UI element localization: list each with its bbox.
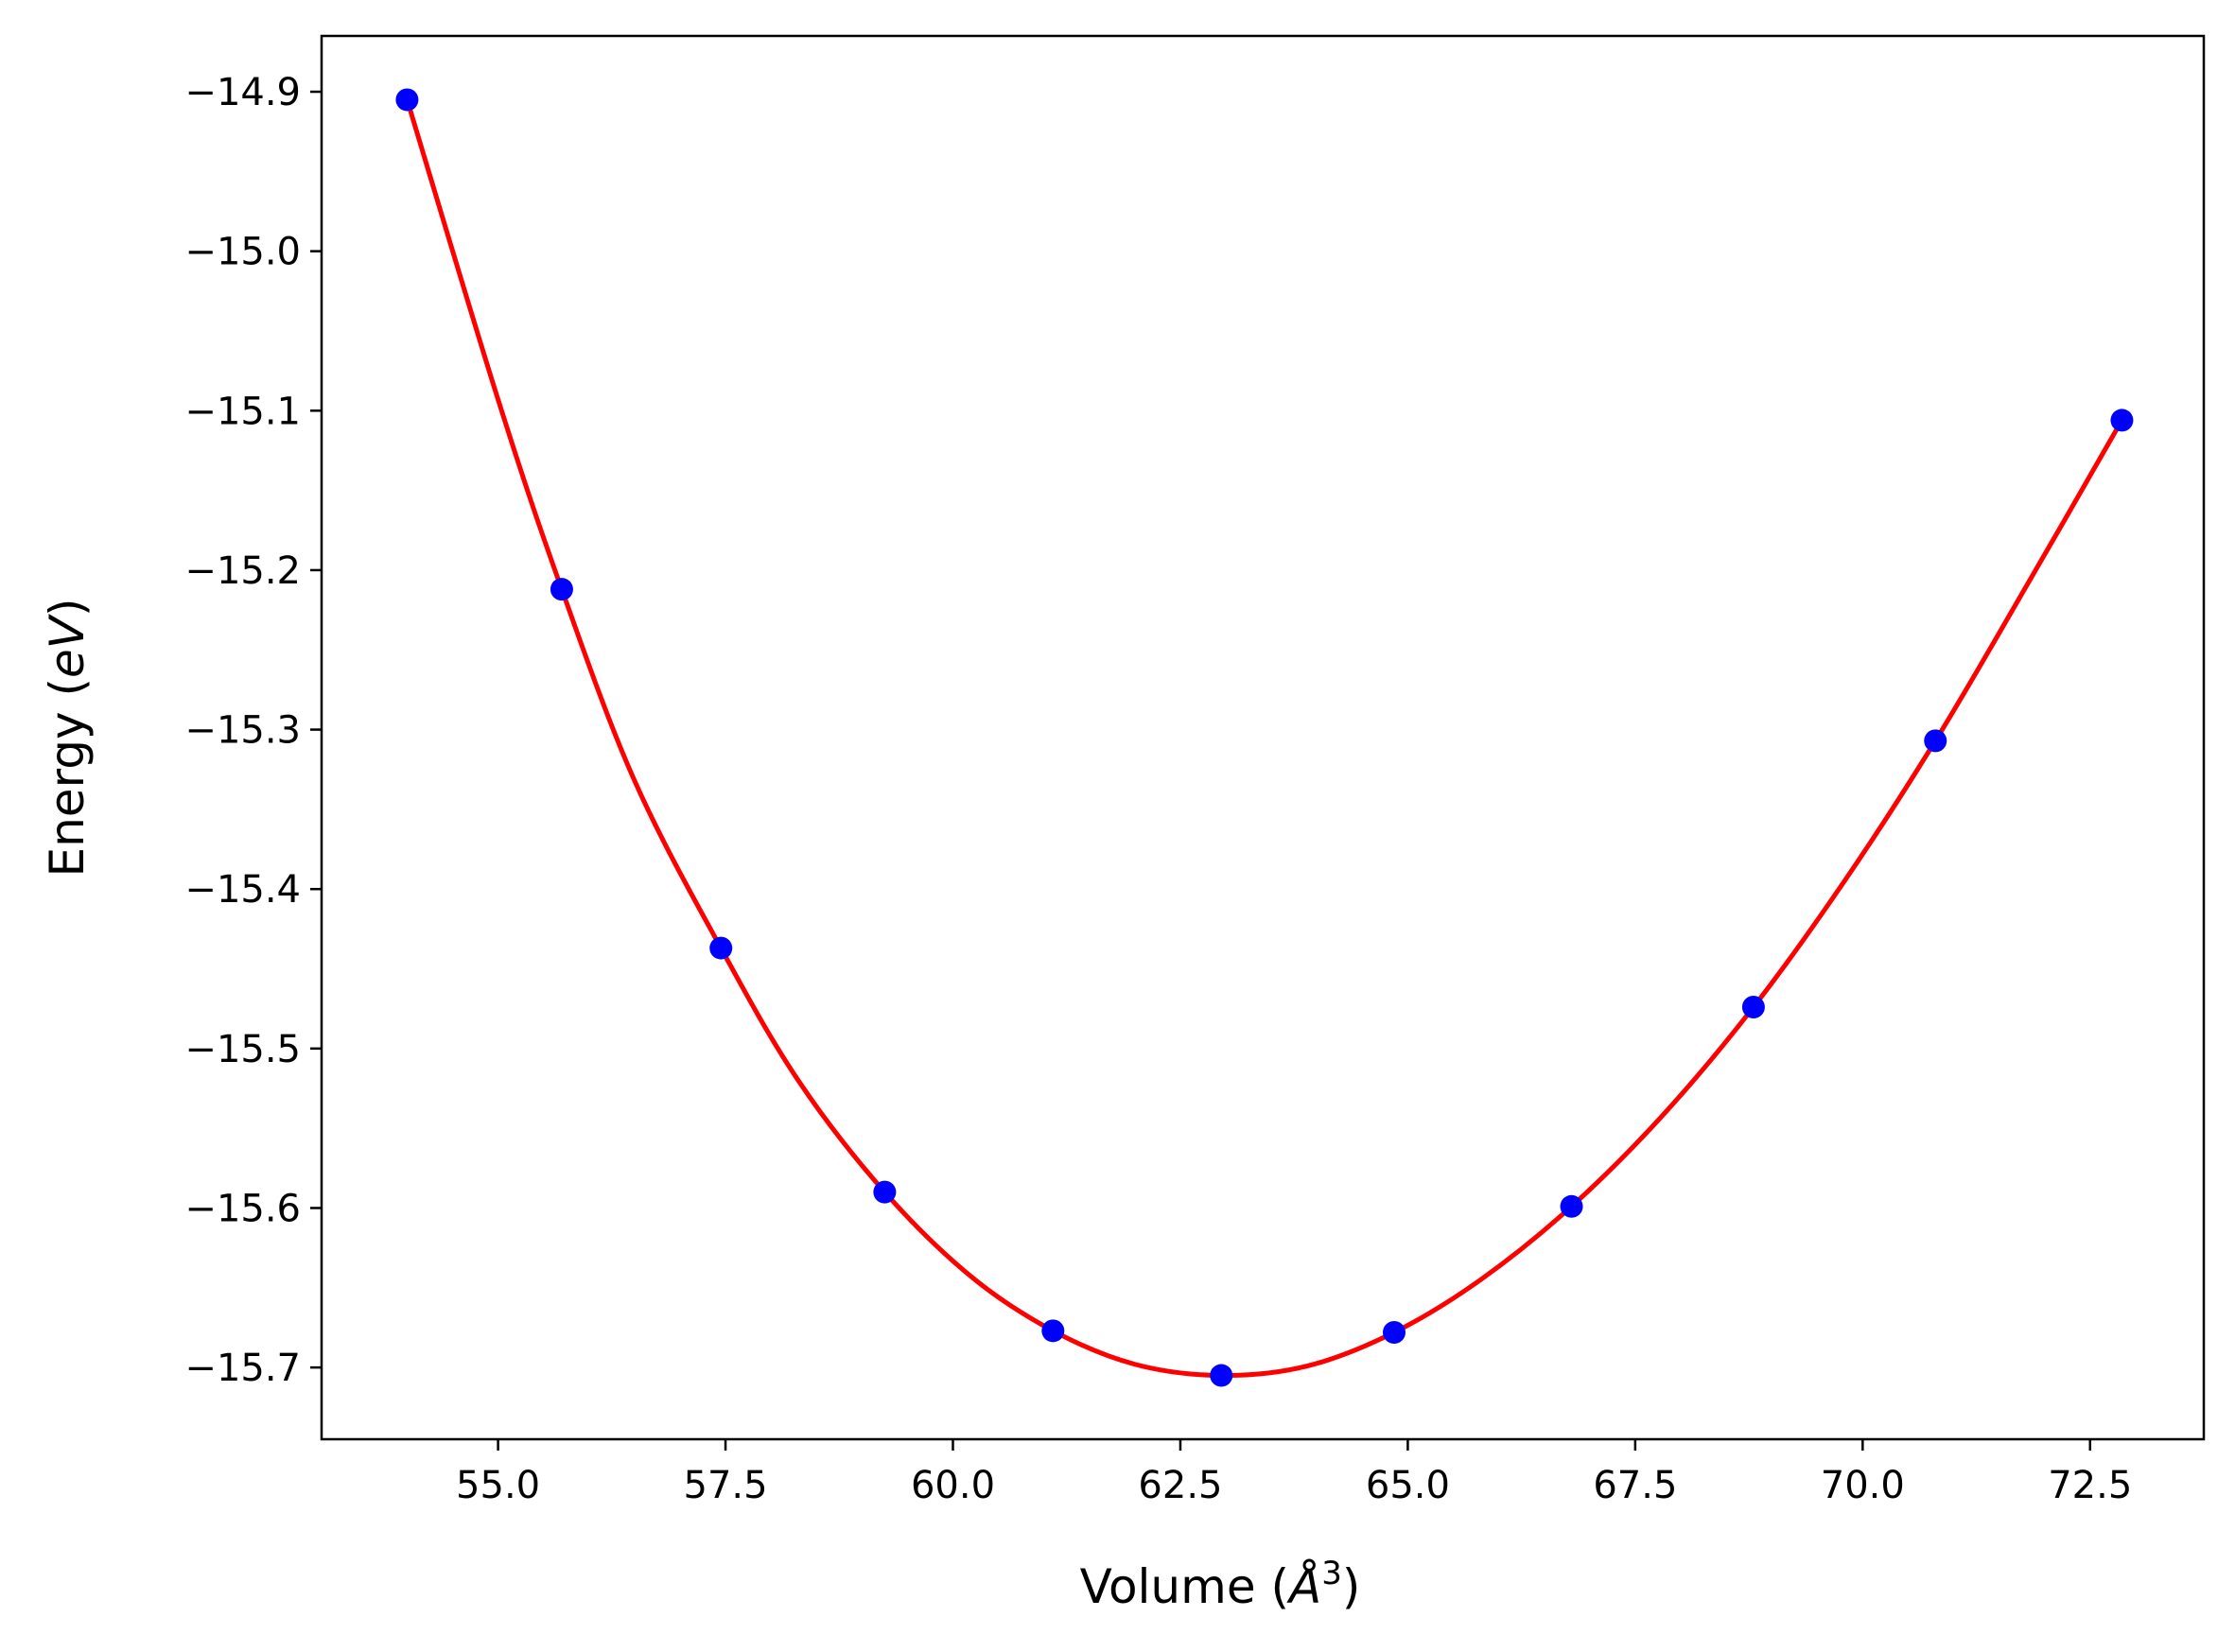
data-point [709, 936, 733, 960]
x-axis: 55.0 57.5 60.0 62.5 65.0 67.5 70.0 72.5 [456, 1439, 2132, 1507]
x-tick-label: 67.5 [1593, 1464, 1677, 1507]
fit-curve [405, 98, 2124, 1379]
data-point [1382, 1321, 1406, 1345]
x-tick-label: 60.0 [911, 1464, 995, 1507]
x-tick-label: 72.5 [2048, 1464, 2132, 1507]
data-point [1741, 995, 1765, 1018]
y-tick-label: −15.1 [184, 390, 301, 433]
x-axis-label-close: ) [1342, 1559, 1361, 1614]
x-axis-label: Volume (Å3) [1080, 1555, 1361, 1614]
data-point [1560, 1194, 1583, 1218]
fit-curve-layer [405, 98, 2124, 1379]
x-axis-label-unit: Å [1286, 1559, 1321, 1614]
data-point [1210, 1364, 1233, 1387]
y-axis-label-unit: eV [40, 613, 95, 678]
x-tick-label: 70.0 [1821, 1464, 1905, 1507]
data-point [550, 578, 573, 601]
x-tick-label: 62.5 [1138, 1464, 1222, 1507]
data-point [2110, 409, 2134, 432]
y-tick-label: −15.5 [184, 1028, 301, 1071]
y-tick-label: −15.3 [184, 709, 301, 753]
data-point [1924, 729, 1947, 753]
data-point [395, 88, 419, 112]
y-tick-label: −15.7 [184, 1347, 301, 1390]
data-points-layer [395, 88, 2134, 1387]
x-axis-label-text: Volume ( [1080, 1559, 1289, 1614]
y-axis-label-text: Energy ( [40, 678, 95, 877]
plot-area [322, 36, 2204, 1439]
y-tick-label: −15.4 [184, 868, 301, 912]
y-axis-label: Energy (eV) [40, 599, 95, 878]
data-point [1041, 1319, 1065, 1343]
y-axis-label-close: ) [40, 599, 95, 617]
y-tick-label: −14.9 [184, 71, 301, 114]
data-point [873, 1180, 897, 1204]
y-tick-label: −15.0 [184, 231, 301, 274]
y-axis: −14.9 −15.0 −15.1 −15.2 −15.3 −15.4 −15.5 −15.6… [184, 71, 322, 1390]
x-axis-label-exponent: 3 [1321, 1555, 1342, 1592]
plot-frame [320, 34, 2206, 1441]
x-tick-label: 55.0 [456, 1464, 540, 1507]
y-tick-label: −15.6 [184, 1187, 301, 1230]
x-tick-label: 65.0 [1366, 1464, 1450, 1507]
y-tick-label: −15.2 [184, 549, 301, 593]
x-tick-label: 57.5 [684, 1464, 768, 1507]
